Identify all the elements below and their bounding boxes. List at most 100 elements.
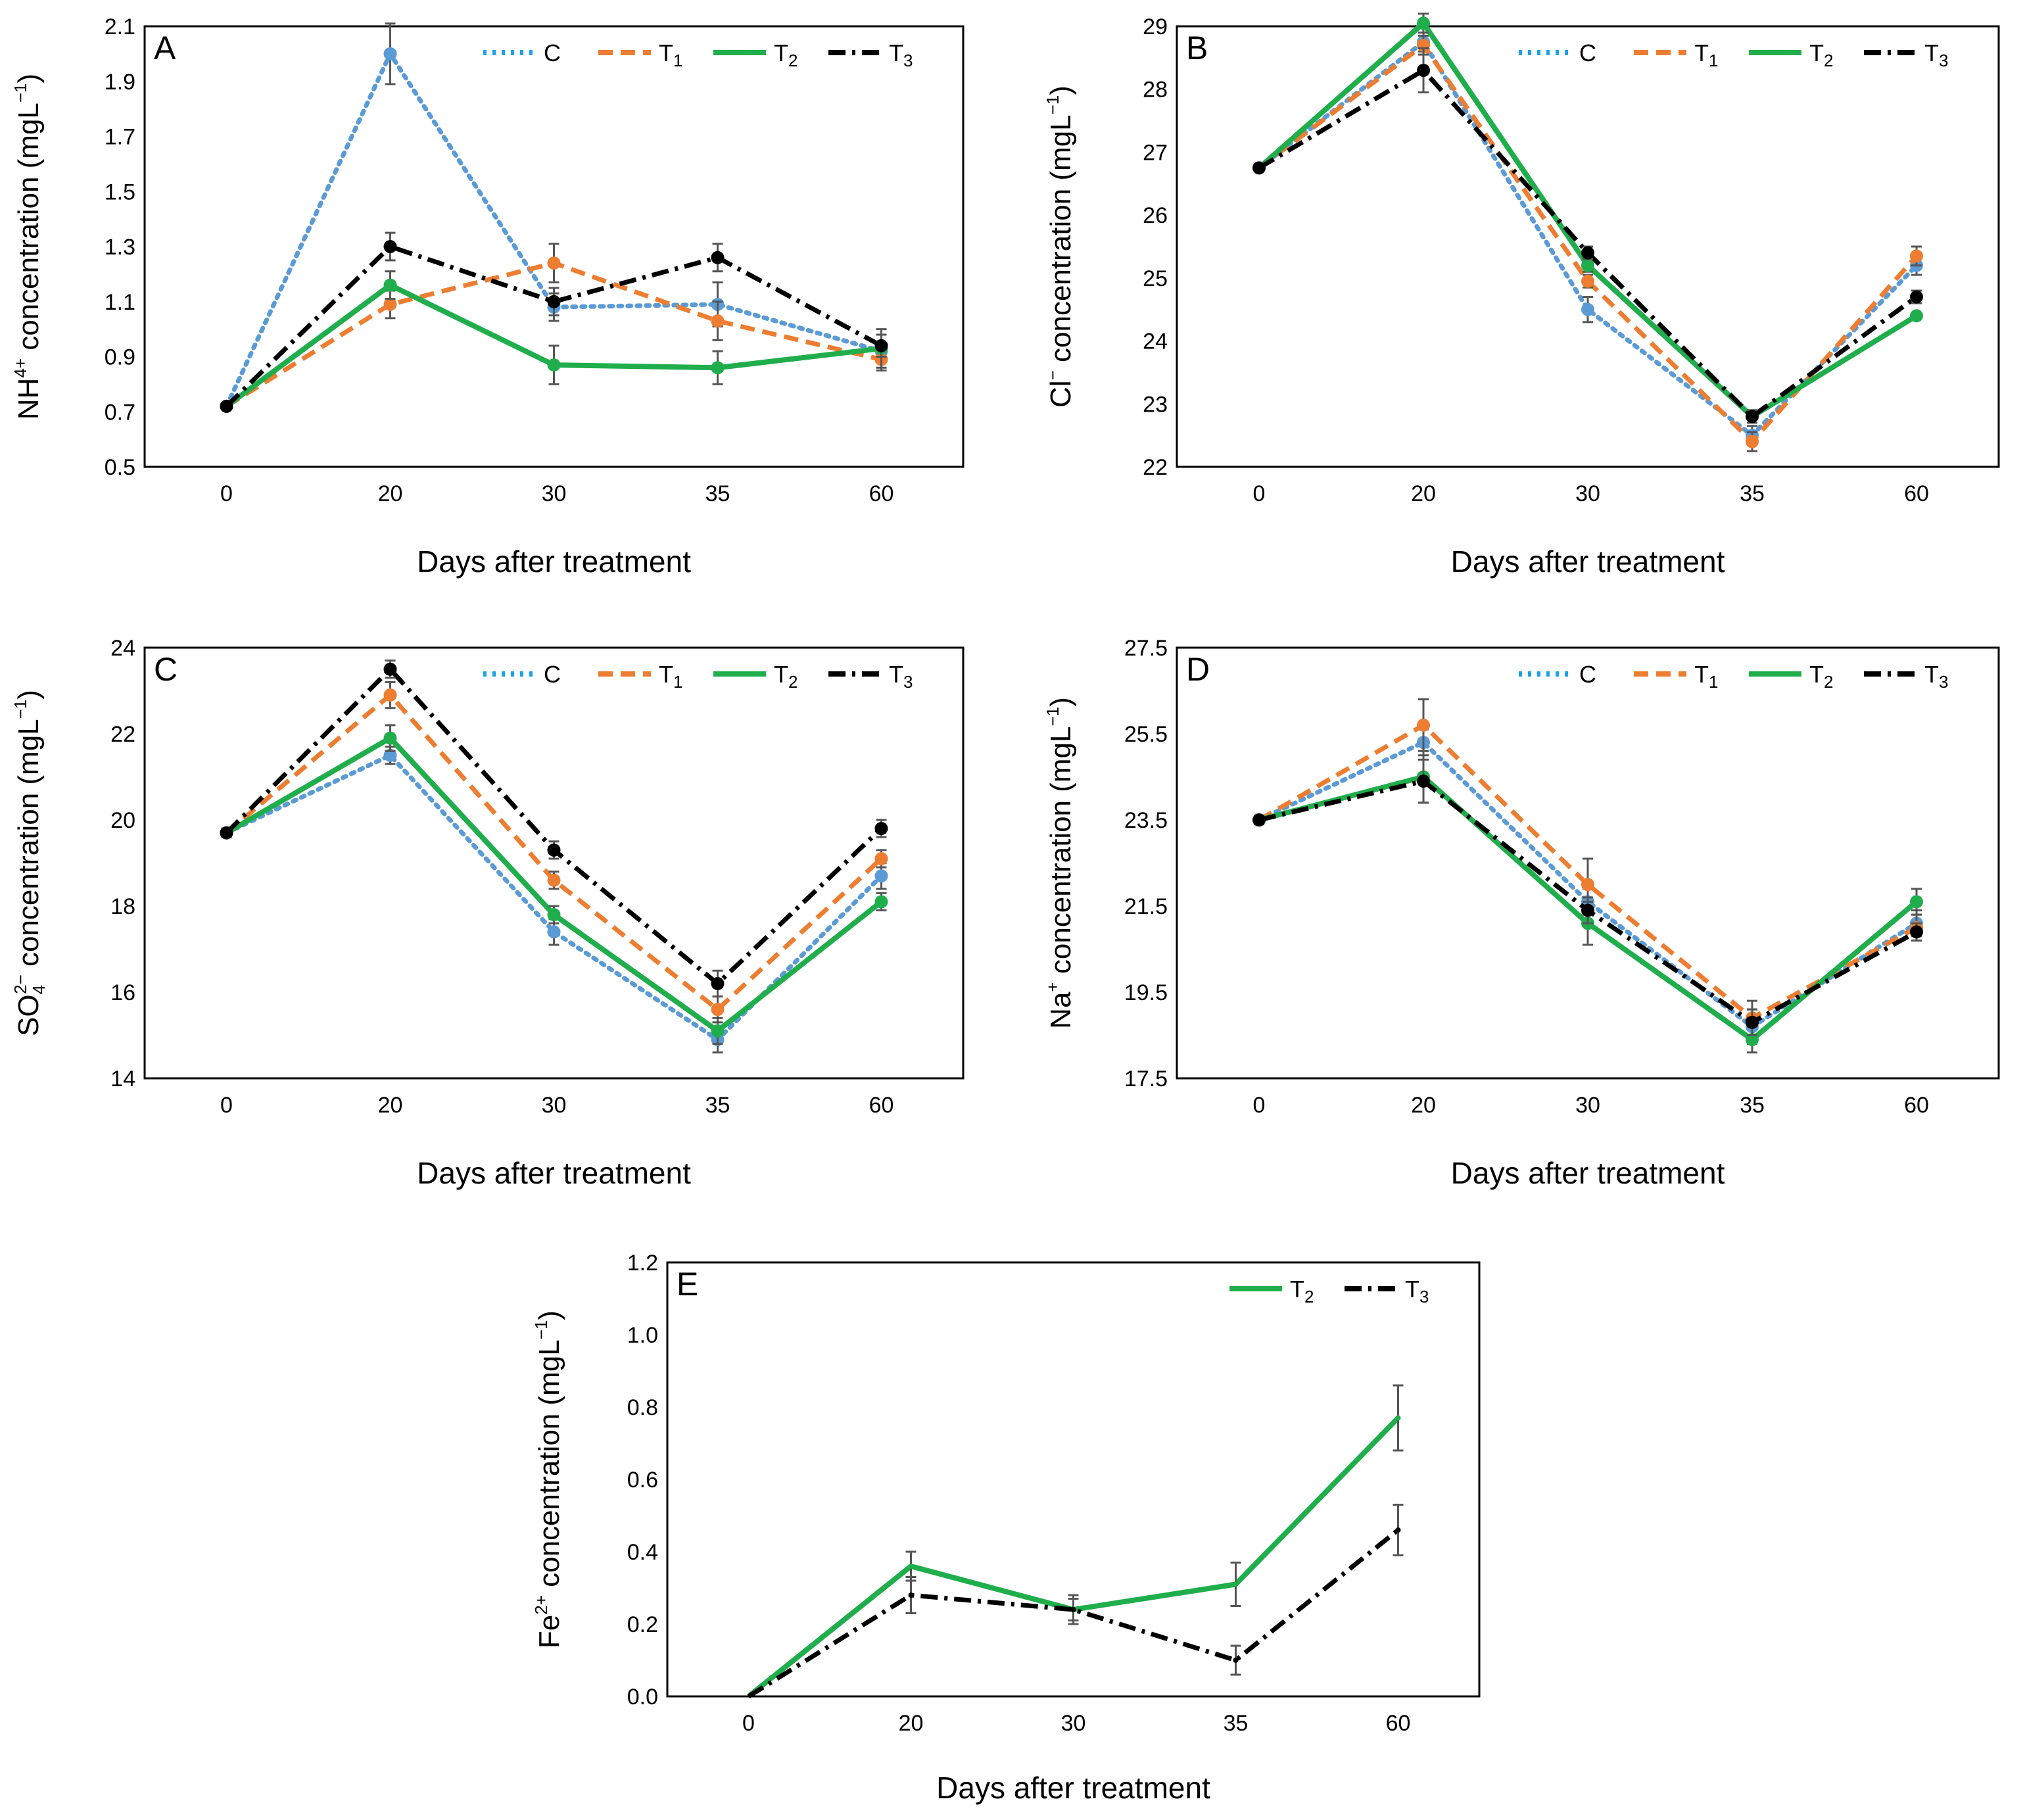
legend-label: C: [1579, 661, 1596, 688]
y-title-text: NH: [12, 378, 45, 420]
y-title-text: concentration (mgL: [12, 103, 45, 358]
y-tick-label: 22: [110, 722, 135, 747]
y-tick-label: 29: [1143, 14, 1168, 39]
data-point: [1233, 1658, 1239, 1663]
data-point: [908, 1592, 914, 1598]
legend-label-subscript: 3: [903, 672, 913, 692]
data-point: [1581, 903, 1594, 917]
series-t1: [220, 243, 888, 413]
legend: C T1 T2 T3: [1519, 661, 1948, 692]
y-tick-label: 27.5: [1124, 636, 1168, 661]
data-point: [383, 278, 397, 292]
legend-label: T2: [774, 39, 798, 70]
legend-label: T1: [1694, 661, 1718, 692]
series-t3: [747, 1504, 1404, 1698]
x-axis-title: Days after treatment: [417, 544, 691, 579]
series-c: [1252, 32, 1923, 446]
data-point: [874, 822, 888, 836]
data-point: [1252, 161, 1266, 175]
panel-label: A: [154, 30, 176, 66]
data-point: [1746, 1015, 1759, 1029]
legend-label: T1: [659, 661, 682, 692]
data-point: [711, 361, 725, 375]
legend-label: T1: [659, 39, 682, 70]
data-point: [1581, 878, 1594, 892]
x-tick-label: 30: [1575, 1093, 1600, 1118]
panel-label: E: [677, 1266, 698, 1303]
series-line: [224, 753, 884, 1042]
legend-label-text: T: [774, 39, 788, 66]
y-title-superscript: −1: [1043, 707, 1062, 727]
data-point: [1252, 813, 1266, 826]
legend-label-text: C: [1579, 661, 1596, 688]
legend: C T1 T2 T3: [483, 661, 913, 692]
y-tick-label: 1.1: [105, 290, 135, 315]
legend-label-text: C: [1579, 39, 1596, 66]
y-title-superscript: 4+: [11, 358, 30, 378]
series-t3: [220, 659, 888, 998]
data-point: [1910, 249, 1923, 263]
y-tick-label: 18: [110, 894, 135, 919]
y-title-superscript: 2−: [11, 974, 30, 994]
y-title-superscript: +: [1043, 982, 1062, 992]
y-title-text: Cl: [1045, 380, 1077, 408]
data-point: [711, 251, 725, 264]
y-tick-label: 17.5: [1124, 1066, 1168, 1091]
y-title-text: SO: [12, 994, 45, 1036]
x-tick-label: 20: [378, 1093, 403, 1118]
data-point: [547, 295, 561, 308]
x-tick-label: 0: [220, 481, 233, 506]
series-line: [747, 1528, 1400, 1698]
y-title-text: ): [533, 1310, 565, 1320]
y-axis-title: NH4+ concentration (mgL−1): [11, 74, 45, 419]
data-point: [874, 869, 888, 883]
data-point: [1910, 290, 1923, 304]
y-title-superscript: 2+: [531, 1595, 551, 1615]
x-tick-label: 30: [542, 481, 567, 506]
data-point: [1581, 258, 1594, 272]
x-tick-label: 0: [1253, 481, 1266, 506]
series-t3: [1252, 47, 1923, 424]
y-tick-label: 24: [110, 636, 135, 661]
chart-panel-a: 0.5 0.7 0.9 1.1 1.3 1.5 1.7 1.9 2.1 0 20 30 35 60 Days…: [11, 14, 965, 579]
y-tick-label: 25.5: [1124, 722, 1168, 747]
y-tick-label: 24: [1143, 329, 1168, 354]
series-t2: [220, 724, 888, 1045]
x-axis-title: Days after treatment: [1451, 1156, 1725, 1190]
y-tick-label: 0.5: [105, 455, 135, 480]
data-point: [874, 339, 888, 352]
plot-frame: [143, 25, 965, 468]
series-line: [1257, 43, 1918, 444]
legend-label: C: [544, 661, 561, 688]
panel-label: B: [1186, 30, 1208, 66]
data-point: [1395, 1527, 1401, 1533]
x-tick-label: 35: [1224, 1711, 1249, 1736]
legend-label: T2: [1809, 39, 1833, 70]
legend-label: T3: [1405, 1276, 1429, 1306]
series-line: [746, 1416, 1400, 1699]
y-tick-label: 19.5: [1124, 980, 1168, 1005]
x-tick-label: 30: [542, 1093, 567, 1118]
x-tick-label: 20: [899, 1711, 924, 1736]
data-point: [1070, 1607, 1076, 1612]
data-point: [1417, 718, 1430, 732]
legend-label-text: C: [544, 39, 561, 66]
legend-label-subscript: 2: [1824, 672, 1833, 692]
legend-label-text: T: [889, 661, 903, 688]
panel-label: D: [1186, 651, 1210, 688]
legend-label-subscript: 3: [903, 51, 913, 70]
plot-frame: [1176, 646, 2000, 1080]
panel-label: C: [154, 651, 178, 688]
y-title-text: concentration (mgL: [1045, 114, 1077, 370]
data-point: [383, 731, 397, 745]
x-axis-title: Days after treatment: [1451, 544, 1725, 579]
x-tick-label: 35: [705, 481, 730, 506]
y-tick-label: 28: [1143, 78, 1168, 103]
x-tick-label: 0: [220, 1093, 233, 1118]
legend-label-subscript: 3: [1419, 1287, 1429, 1306]
y-tick-label: 0.7: [105, 400, 135, 425]
x-tick-label: 0: [742, 1711, 755, 1736]
y-title-subscript: 4: [29, 985, 49, 994]
y-tick-label: 0.6: [627, 1468, 658, 1493]
